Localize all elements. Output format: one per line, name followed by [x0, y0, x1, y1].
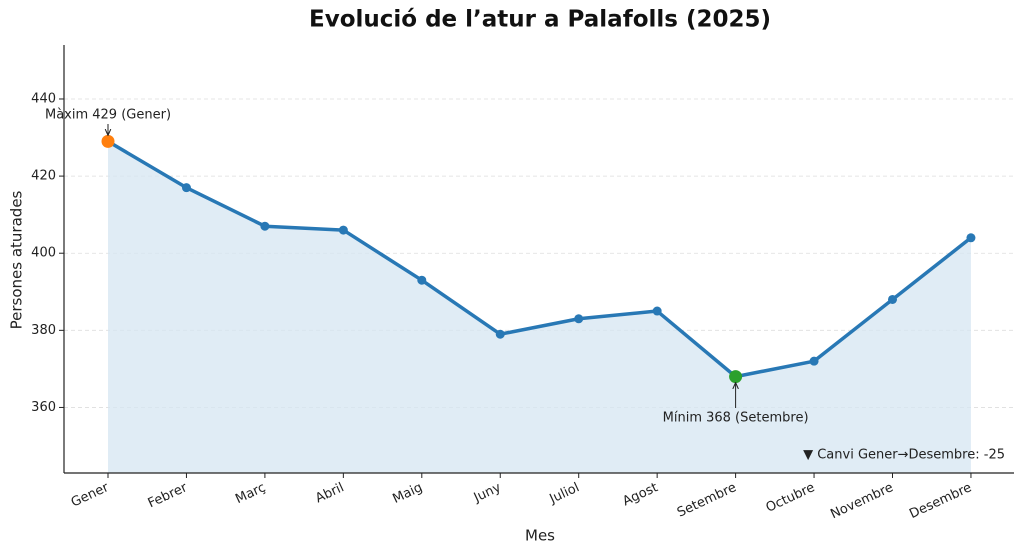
- point: [495, 329, 505, 339]
- x-tick-label: Gener: [69, 480, 112, 511]
- x-tick-label: Agost: [620, 480, 660, 509]
- chart-title: Evolució de l’atur a Palafolls (2025): [309, 7, 771, 33]
- area: [108, 141, 971, 473]
- x-axis-label: Mes: [525, 527, 555, 545]
- y-tick-label: 360: [31, 400, 56, 415]
- x-tick-label: Novembre: [828, 480, 895, 522]
- highlight-point: [101, 134, 115, 148]
- x-tick-label: Juliol: [547, 480, 582, 507]
- y-axis-label: Persones aturades: [8, 190, 26, 329]
- point: [417, 275, 427, 285]
- x-tick-label: Setembre: [675, 480, 739, 520]
- point: [888, 294, 897, 304]
- point: [338, 225, 348, 235]
- x-tick-label: Abril: [313, 480, 346, 506]
- y-tick-label: 420: [31, 169, 56, 184]
- y-tick-label: 440: [31, 91, 56, 106]
- annotation: ▼ Canvi Gener→Desembre: -25: [803, 448, 1005, 463]
- line: [107, 139, 973, 379]
- x-tick-label: Febrer: [146, 480, 190, 511]
- point: [260, 221, 270, 231]
- x-tick-label: Març: [233, 480, 268, 507]
- annotation: Màxim 429 (Gener): [45, 108, 171, 123]
- point: [966, 233, 976, 243]
- x-tick-label: Octubre: [764, 480, 817, 516]
- highlight-point: [729, 370, 743, 384]
- point: [809, 356, 819, 366]
- x-tick-label: Juny: [471, 480, 504, 506]
- y-tick-label: 380: [31, 323, 56, 338]
- point: [181, 183, 191, 193]
- annotation: Mínim 368 (Setembre): [663, 411, 809, 426]
- y-tick-label: 400: [31, 246, 56, 261]
- point: [574, 314, 584, 324]
- x-tick-label: Maig: [390, 480, 424, 507]
- point: [652, 306, 662, 316]
- x-tick-label: Desembre: [907, 480, 974, 522]
